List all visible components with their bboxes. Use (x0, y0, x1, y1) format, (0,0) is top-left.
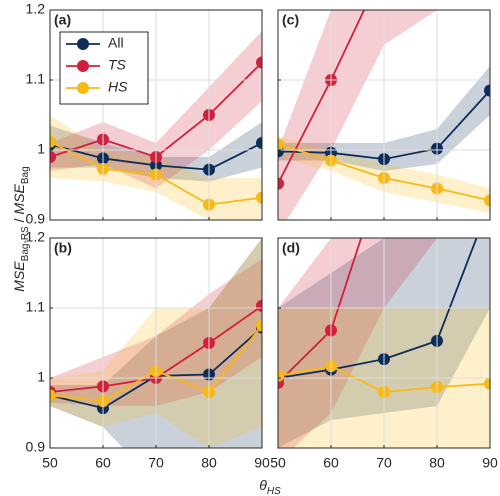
legend-marker (77, 60, 89, 72)
x-tick-label: 80 (201, 455, 217, 471)
panel: 50 60 70 80 90 (d) (270, 237, 498, 471)
panel: 0.9 1 1.1 1.2 (a) All TS HS (26, 1, 263, 227)
y-axis-label: MSEBag-RS/MSEBag (11, 166, 31, 291)
axes-box (49, 237, 263, 449)
data-point (278, 138, 284, 151)
data-point (278, 369, 284, 382)
data-point (256, 137, 262, 149)
data-point (50, 135, 56, 148)
y-tick-label: 1.2 (26, 229, 46, 245)
data-point (256, 191, 262, 204)
data-point (278, 177, 284, 190)
y-tick-label: 0.9 (26, 439, 46, 455)
x-label-part: HS (267, 486, 281, 496)
panel-label: (b) (54, 240, 72, 256)
legend-box (59, 31, 149, 105)
data-point (50, 389, 56, 402)
data-point (484, 377, 490, 390)
x-label-part: θ (259, 477, 267, 493)
axes-box (277, 9, 491, 221)
x-tick-label: 90 (254, 455, 270, 471)
x-tick-label: 60 (95, 455, 111, 471)
legend-marker (77, 38, 89, 50)
legend-label: TS (108, 57, 127, 73)
confidence-band (278, 238, 437, 448)
x-tick-label: 60 (323, 455, 339, 471)
data-point (256, 319, 262, 332)
y-label-part: MSE (11, 261, 27, 292)
y-label-part: Bag (20, 166, 31, 184)
confidence-band (278, 10, 437, 220)
x-tick-label: 50 (42, 455, 58, 471)
data-point (484, 194, 490, 207)
x-tick-label: 80 (429, 455, 445, 471)
x-axis-label: θHS (259, 477, 281, 496)
axes-box (49, 9, 263, 221)
x-tick-label: 70 (148, 455, 164, 471)
series-line (278, 10, 366, 185)
y-tick-label: 1 (37, 141, 45, 157)
legend-marker (77, 82, 89, 94)
y-label-part: MSE (11, 183, 27, 214)
y-tick-label: 1 (37, 369, 45, 385)
x-tick-label: 70 (376, 455, 392, 471)
y-tick-label: 1.2 (26, 1, 46, 17)
data-point (484, 84, 490, 97)
panel: 50 60 70 80 90 0.9 1 1.1 1.2 (b) (26, 229, 270, 471)
y-tick-label: 1.1 (26, 299, 46, 315)
panel-label: (a) (54, 12, 71, 28)
legend-label: All (108, 35, 124, 51)
x-tick-label: 50 (270, 455, 286, 471)
data-point (50, 151, 56, 163)
panel: (c) (277, 9, 491, 221)
panel-label: (d) (282, 240, 300, 256)
y-tick-label: 0.9 (26, 211, 46, 227)
data-point (256, 299, 262, 312)
y-label-part: Bag-RS (20, 226, 31, 261)
y-tick-label: 1.1 (26, 71, 46, 87)
series-line (278, 238, 363, 384)
data-point (256, 56, 262, 69)
x-tick-label: 90 (482, 455, 498, 471)
axes-box (277, 237, 491, 449)
panel-label: (c) (282, 12, 299, 28)
legend-label: HS (108, 79, 128, 95)
y-label-part: / (11, 218, 27, 222)
